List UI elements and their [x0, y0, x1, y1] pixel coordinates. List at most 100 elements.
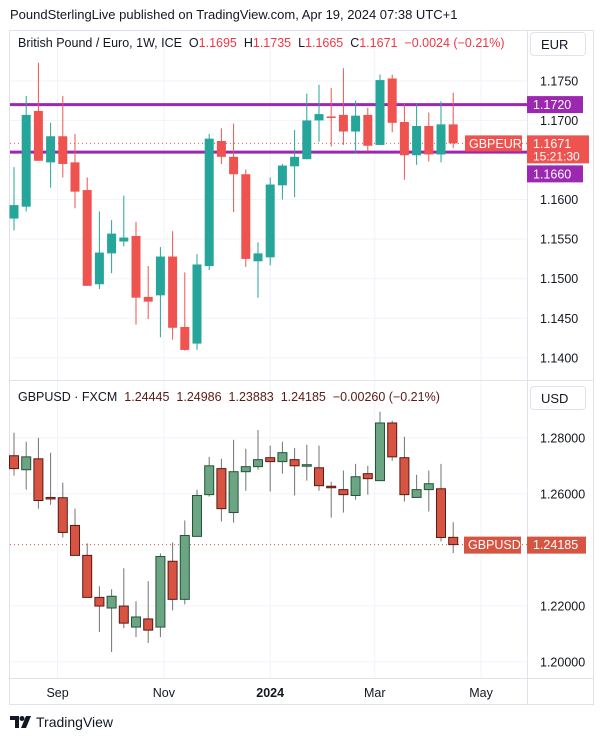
candle-body — [448, 124, 458, 144]
candle-body — [436, 124, 446, 155]
x-tick-label: Mar — [364, 686, 386, 700]
symbol-price-badge — [464, 536, 521, 554]
candle-body — [119, 237, 129, 242]
candle-body — [70, 162, 80, 192]
candle-body — [399, 457, 410, 496]
candle-body — [265, 184, 275, 258]
candle-body — [229, 156, 239, 175]
candle-body — [228, 471, 239, 514]
candle-body — [107, 233, 117, 254]
level-price-label: 1.1720 — [533, 98, 571, 112]
candle-body — [204, 138, 214, 267]
candle-body — [21, 456, 32, 471]
candle-body — [253, 253, 263, 262]
candle-body — [155, 256, 165, 296]
legend-symbol: GBPUSD · FXCM — [18, 390, 118, 404]
currency-button-usd[interactable]: USD — [530, 386, 586, 410]
level-price-badge — [527, 165, 583, 183]
candle-body — [375, 80, 385, 145]
y-tick-label: 1.1400 — [540, 351, 578, 365]
candle-body — [106, 595, 117, 609]
candle-body — [168, 256, 178, 328]
candle-body — [241, 174, 251, 259]
candle-body — [82, 190, 92, 286]
x-tick-label: 2024 — [256, 686, 284, 700]
candle-body — [363, 114, 373, 146]
candle-body — [350, 476, 361, 496]
high-value: 1.1735 — [252, 36, 292, 50]
currency-button-eur[interactable]: EUR — [530, 32, 586, 56]
y-tick-label: 1.20000 — [540, 655, 585, 669]
close-value: 1.1671 — [359, 36, 398, 50]
candle-body — [94, 596, 105, 607]
last-price-label: 1.24185 — [533, 538, 578, 552]
candle-body — [180, 326, 190, 350]
symbol-label: GBPEUR — [469, 137, 522, 151]
last-price-label: 1.1671 — [533, 137, 571, 151]
tradingview-logo-icon — [10, 716, 31, 728]
y-tick-label: 1.1500 — [540, 272, 578, 286]
candle-body — [33, 110, 43, 161]
candle-body — [192, 494, 202, 537]
publish-info: PoundSterlingLive published on TradingVi… — [10, 7, 458, 22]
candle-body — [21, 114, 31, 207]
level-price-badge — [527, 96, 583, 114]
candle-body — [253, 459, 263, 468]
candle-body — [301, 464, 312, 467]
high-label: H — [243, 36, 253, 50]
candle-body — [411, 489, 422, 498]
change-value: −0.0024 (−0.21%) — [404, 36, 505, 50]
low-value: 1.1665 — [305, 36, 344, 50]
candle-body — [131, 235, 141, 298]
x-tick-label: May — [469, 686, 493, 700]
candle-body — [118, 605, 129, 624]
candle-body — [204, 465, 215, 496]
candle-body — [143, 618, 154, 631]
candle-body — [326, 485, 337, 489]
candle-body — [240, 466, 251, 473]
close-value: 1.24185 — [280, 390, 326, 404]
candle-body — [289, 459, 300, 467]
y-tick-label: 1.22000 — [540, 599, 585, 613]
candle-body — [9, 205, 19, 219]
candle-body — [179, 535, 190, 600]
candle-body — [375, 422, 385, 482]
candle-body — [302, 120, 312, 160]
candle-body — [70, 524, 80, 556]
candle-body — [58, 136, 68, 164]
candle-body — [45, 496, 56, 500]
low-label: L — [298, 36, 306, 50]
low-value: 1.23883 — [228, 390, 274, 404]
tradingview-brand[interactable]: TradingView — [10, 714, 113, 730]
y-tick-label: 1.28000 — [540, 431, 585, 445]
candle-body — [362, 473, 373, 480]
candle-body — [290, 156, 300, 167]
candle-body — [57, 497, 68, 533]
candle-body — [326, 116, 336, 118]
candle-body — [33, 458, 44, 502]
candle-body — [82, 554, 93, 598]
y-tick-label: 1.1600 — [540, 193, 578, 207]
candle-body — [143, 296, 153, 302]
candle-body — [46, 136, 56, 163]
candle-body — [216, 141, 226, 157]
candle-body — [314, 114, 324, 121]
last-price-badge — [527, 135, 589, 164]
y-tick-label: 1.1700 — [540, 114, 578, 128]
legend-gbpusd: GBPUSD · FXCM 1.24445 1.24986 1.23883 1.… — [18, 390, 440, 404]
candle-body — [412, 125, 422, 156]
candle-body — [387, 78, 397, 123]
candle-body — [399, 122, 409, 156]
open-value: 1.24445 — [124, 390, 170, 404]
x-tick-label: Sep — [46, 686, 68, 700]
candle-body — [192, 264, 202, 344]
last-price-badge — [527, 536, 586, 554]
candle-body — [387, 422, 398, 458]
symbol-price-badge — [465, 135, 522, 152]
candle-body — [94, 252, 104, 285]
chart-frame — [9, 30, 594, 705]
high-value: 1.24986 — [176, 390, 222, 404]
candle-body — [277, 165, 287, 186]
y-tick-label: 1.1750 — [540, 74, 578, 88]
